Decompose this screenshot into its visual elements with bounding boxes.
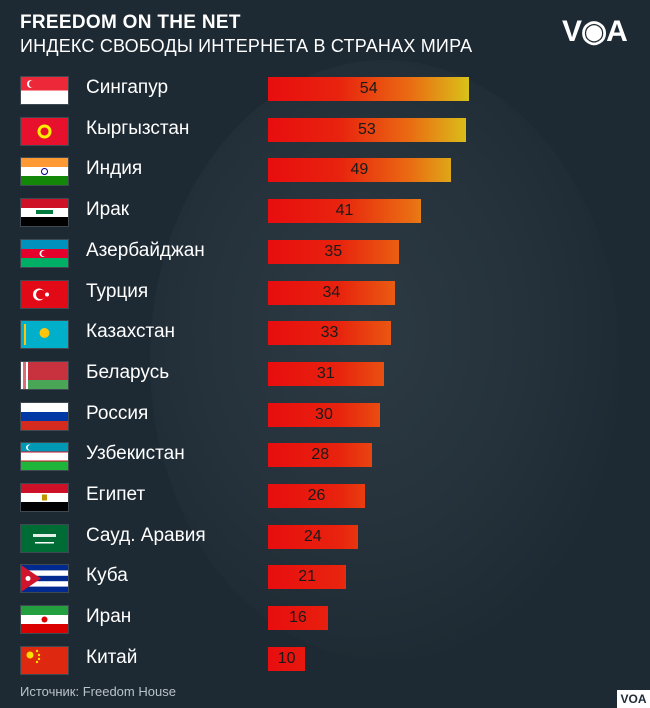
bar: [268, 321, 392, 346]
bar-value-label: 16: [288, 609, 307, 627]
flag-azerbaijan-icon: [21, 239, 68, 267]
country-label: Узбекистан: [86, 443, 185, 465]
bar-value-label: 24: [303, 527, 322, 545]
bar: [268, 443, 373, 468]
country-label: Индия: [86, 158, 143, 180]
bar-value-label: 54: [359, 80, 378, 97]
flag-kazakhstan-icon: [21, 321, 68, 349]
bar: [268, 117, 466, 142]
flag-iran-icon: [21, 606, 68, 634]
bar: [268, 402, 380, 427]
flag-cuba-icon: [21, 565, 68, 593]
flag-iraq-icon: [21, 199, 68, 227]
bar: [268, 199, 421, 224]
bar: [268, 646, 306, 671]
flag-egypt-icon: [21, 484, 68, 511]
chart-header: FREEDOM ON THE NET ИНДЕКС СВОБОДЫ ИНТЕРН…: [20, 12, 472, 57]
country-label: Ирак: [86, 199, 130, 221]
flag-saudi-arabia-icon: [21, 524, 68, 552]
country-label: Азербайджан: [86, 239, 205, 261]
country-label: Иран: [86, 606, 132, 628]
chart-subtitle: ИНДЕКС СВОБОДЫ ИНТЕРНЕТА В СТРАНАХ МИРА: [20, 36, 473, 56]
bar: [268, 565, 347, 590]
voa-corner-badge: VOA: [617, 690, 650, 708]
bar-value-label: 30: [315, 405, 333, 423]
bar-value-label: 35: [324, 242, 343, 260]
country-label: Куба: [86, 565, 128, 587]
bar: [268, 280, 395, 305]
source-note: Источник: Freedom House: [20, 684, 176, 699]
country-label: Сауд. Аравия: [86, 524, 206, 546]
country-label: Турция: [86, 280, 149, 302]
bar: [268, 361, 384, 386]
flag-india-icon: [21, 158, 68, 186]
bar: [268, 239, 399, 264]
country-label: Египет: [86, 484, 146, 505]
country-label: Беларусь: [86, 361, 170, 383]
flag-china-icon: [21, 646, 68, 674]
voa-logo: V◉A: [562, 15, 628, 48]
country-label: Сингапур: [86, 77, 169, 98]
flag-belarus-icon: [21, 361, 68, 389]
flag-singapore-icon: [21, 77, 68, 104]
bar: [268, 524, 358, 549]
bar: [268, 484, 365, 508]
bar: [268, 606, 328, 631]
bar: [268, 77, 470, 101]
bar-value-label: 10: [277, 649, 296, 667]
country-label: Кыргызстан: [86, 117, 190, 139]
country-label: Казахстан: [86, 321, 176, 343]
bar-value-label: 28: [311, 446, 330, 464]
bar-value-label: 53: [357, 120, 376, 138]
flag-turkey-icon: [21, 280, 68, 308]
bar-value-label: 41: [335, 202, 354, 220]
chart-title: FREEDOM ON THE NET: [20, 12, 241, 33]
flag-russia-icon: [21, 402, 68, 430]
bar-value-label: 49: [350, 161, 369, 179]
country-label: Россия: [86, 402, 149, 424]
bar-value-label: 34: [322, 283, 341, 301]
bar: [268, 158, 451, 183]
bar-value-label: 33: [320, 324, 339, 342]
bar-value-label: 21: [298, 568, 317, 586]
flag-uzbekistan-icon: [21, 443, 68, 471]
bar-value-label: 31: [316, 364, 335, 382]
country-label: Китай: [86, 646, 138, 668]
flag-kyrgyzstan-icon: [21, 117, 68, 145]
bar-value-label: 26: [307, 487, 326, 504]
